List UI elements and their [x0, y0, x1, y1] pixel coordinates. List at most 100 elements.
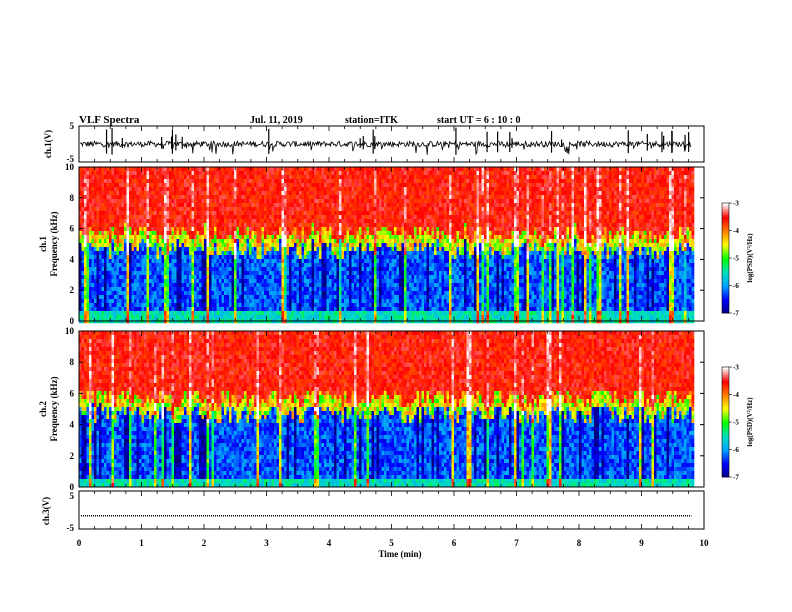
spectrogram-cell: [211, 315, 215, 320]
spectrogram-cell: [294, 279, 297, 284]
spectrogram-cell: [161, 287, 165, 292]
spectrogram-cell: [171, 267, 175, 272]
spectrogram-cell: [131, 291, 135, 296]
spectrogram-cell: [249, 227, 252, 232]
spectrogram-cell: [379, 175, 382, 180]
spectrogram-cell: [336, 303, 340, 308]
spectrogram-cell: [216, 291, 220, 296]
spectrogram-cell: [176, 171, 180, 176]
spectrogram-cell: [174, 295, 177, 300]
spectrogram-cell: [219, 223, 222, 228]
spectrogram-cell: [191, 275, 195, 280]
spectrogram-cell: [251, 303, 255, 308]
spectrogram-cell: [386, 175, 390, 180]
spectrogram-cell: [164, 211, 167, 216]
spectrogram-cell: [119, 243, 122, 248]
spectrogram-cell: [141, 195, 145, 200]
spectrogram-cell: [319, 299, 322, 304]
spectrogram-cell: [209, 203, 212, 208]
spectrogram-cell: [374, 203, 377, 208]
spectrogram-cell: [301, 255, 305, 260]
spectrogram-cell: [91, 279, 95, 284]
spectrogram-cell: [96, 291, 100, 296]
spectrogram-cell: [301, 231, 305, 236]
spectrogram-cell: [354, 227, 357, 232]
spectrogram-cell: [221, 251, 225, 256]
spectrogram-cell: [384, 199, 387, 204]
spectrogram-cell: [156, 259, 160, 264]
spectrogram-cell: [124, 219, 127, 224]
spectrogram-cell: [221, 207, 225, 212]
spectrogram-cell: [354, 199, 357, 204]
spectrogram-cell: [351, 223, 355, 228]
spectrogram-cell: [281, 263, 285, 268]
spectrogram-cell: [344, 211, 347, 216]
spectrogram-cell: [304, 167, 307, 172]
spectrogram-cell: [246, 227, 250, 232]
spectrogram-cell: [89, 279, 92, 284]
spectrogram-cell: [239, 251, 242, 256]
spectrogram-cell: [276, 251, 280, 256]
spectrogram-cell: [394, 267, 397, 272]
spectrogram-cell: [344, 295, 347, 300]
spectrogram-cell: [269, 171, 272, 176]
spectrogram-cell: [119, 303, 122, 308]
spectrogram-cell: [84, 223, 87, 228]
spectrogram-cell: [281, 315, 285, 320]
spectrogram-cell: [231, 199, 235, 204]
spectrogram-cell: [186, 219, 190, 224]
spectrogram-cell: [219, 315, 222, 320]
spectrogram-cell: [321, 215, 325, 220]
spectrogram-cell: [339, 311, 342, 316]
spectrogram-cell: [256, 275, 260, 280]
spectrogram-cell: [149, 167, 152, 172]
spectrogram-cell: [169, 287, 172, 292]
spectrogram-cell: [244, 183, 247, 188]
spectrogram-cell: [231, 243, 235, 248]
spectrogram-cell: [194, 231, 197, 236]
spectrogram-cell: [289, 167, 292, 172]
spectrogram-cell: [299, 183, 302, 188]
spectrogram-cell: [344, 275, 347, 280]
spectrogram-cell: [231, 171, 235, 176]
spectrogram-cell: [356, 215, 360, 220]
spectrogram-cell: [206, 251, 210, 256]
spectrogram-cell: [256, 235, 260, 240]
spectrogram-cell: [234, 315, 237, 320]
spectrogram-cell: [324, 207, 327, 212]
spectrogram-cell: [176, 315, 180, 320]
spectrogram-cell: [206, 207, 210, 212]
spectrogram-cell: [284, 191, 287, 196]
spectrogram-cell: [194, 263, 197, 268]
spectrogram-cell: [261, 251, 265, 256]
spectrogram-cell: [296, 251, 300, 256]
spectrogram-cell: [329, 195, 332, 200]
spectrogram-cell: [156, 255, 160, 260]
spectrogram-cell: [284, 219, 287, 224]
spectrogram-cell: [351, 175, 355, 180]
spectrogram-cell: [126, 279, 130, 284]
spectrogram-cell: [314, 283, 317, 288]
spectrogram-cell: [84, 187, 87, 192]
spectrogram-cell: [291, 187, 295, 192]
spectrogram-cell: [246, 267, 250, 272]
spectrogram-cell: [254, 315, 257, 320]
spectrogram-cell: [196, 255, 200, 260]
spectrogram-cell: [271, 167, 275, 172]
spectrogram-cell: [361, 183, 365, 188]
spectrogram-cell: [86, 179, 90, 184]
spectrogram-cell: [334, 287, 337, 292]
spectrogram-cell: [121, 179, 125, 184]
spectrogram-cell: [141, 291, 145, 296]
spectrogram-cell: [211, 207, 215, 212]
spectrogram-cell: [276, 235, 280, 240]
spectrogram-cell: [184, 307, 187, 312]
spectrogram-cell: [351, 315, 355, 320]
spectrogram-cell: [376, 303, 380, 308]
spectrogram-cell: [339, 227, 342, 232]
spectrogram-cell: [304, 171, 307, 176]
spectrogram-cell: [221, 275, 225, 280]
spectrogram-cell: [354, 247, 357, 252]
spectrogram-cell: [169, 307, 172, 312]
spectrogram-cell: [299, 231, 302, 236]
